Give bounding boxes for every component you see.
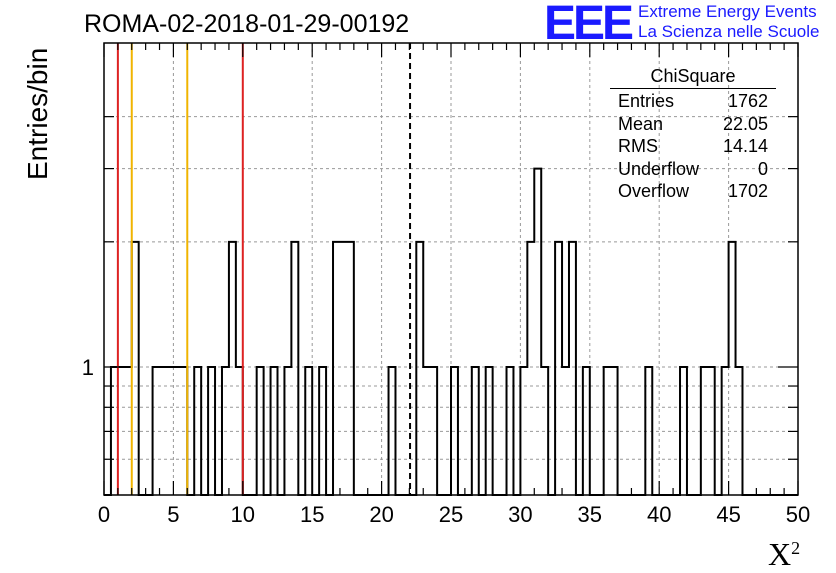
reference-lines <box>116 43 412 495</box>
stats-value: 1702 <box>727 181 768 201</box>
stats-row-underflow: Underflow 0 <box>610 158 776 181</box>
histogram-bar <box>569 242 576 495</box>
histogram-bar <box>340 242 347 495</box>
stats-label: Overflow <box>618 181 690 201</box>
stats-label: Mean <box>618 113 664 134</box>
x-tick-label: 30 <box>508 502 532 527</box>
histogram-bar <box>132 242 139 495</box>
stats-row-rms: RMS 14.14 <box>610 135 776 158</box>
x-axis-label-base: X <box>768 536 792 572</box>
histogram-bar <box>333 242 340 495</box>
stats-label: Underflow <box>618 158 700 179</box>
y-axis-label: Entries/bin <box>22 47 53 180</box>
x-tick-label: 15 <box>300 502 324 527</box>
eee-logo: EEE <box>544 0 634 50</box>
histogram-bar <box>729 242 736 495</box>
x-tick-label: 50 <box>786 502 810 527</box>
stats-box: ChiSquare Entries 1762 Mean 22.05 RMS 14.14… <box>610 66 776 203</box>
axis-ticks <box>103 43 799 495</box>
x-tick-label: 40 <box>647 502 671 527</box>
stats-row-entries: Entries 1762 <box>610 90 776 113</box>
stats-row-mean: Mean 22.05 <box>610 113 776 136</box>
histogram-bar <box>229 242 236 495</box>
histogram-bar <box>291 242 298 495</box>
x-tick-label: 0 <box>98 502 110 527</box>
stats-value: 0 <box>757 158 768 179</box>
histogram-bar <box>347 242 354 495</box>
stats-label: RMS <box>618 136 658 156</box>
x-tick-label: 10 <box>231 502 255 527</box>
stats-title: ChiSquare <box>610 66 776 89</box>
logo-line-1: Extreme Energy Events <box>638 2 817 21</box>
histogram-bar <box>534 169 541 495</box>
y-tick-label: 1 <box>82 355 94 380</box>
x-axis-label-exponent: 2 <box>791 538 801 558</box>
histogram-bar <box>555 242 562 495</box>
logo-line-2: La Scienza nelle Scuole <box>638 22 820 41</box>
logo-text: Extreme Energy Events La Scienza nelle S… <box>638 2 819 42</box>
stats-row-overflow: Overflow 1702 <box>610 180 776 203</box>
stats-label: Entries <box>618 91 675 111</box>
chart-title: ROMA-02-2018-01-29-00192 <box>84 10 410 38</box>
x-tick-label: 45 <box>716 502 740 527</box>
histogram-bar <box>527 242 534 495</box>
axis-tick-labels: 0 5 10 15 20 25 30 35 40 45 50 1 <box>82 355 810 527</box>
x-tick-label: 5 <box>167 502 179 527</box>
histogram-bar <box>416 242 423 495</box>
stats-value: 14.14 <box>722 136 768 156</box>
x-tick-label: 20 <box>369 502 393 527</box>
x-axis-label: X2 <box>768 536 800 573</box>
x-tick-label: 25 <box>439 502 463 527</box>
stats-value: 1762 <box>727 91 768 111</box>
stats-value: 22.05 <box>722 113 768 134</box>
x-tick-label: 35 <box>578 502 602 527</box>
